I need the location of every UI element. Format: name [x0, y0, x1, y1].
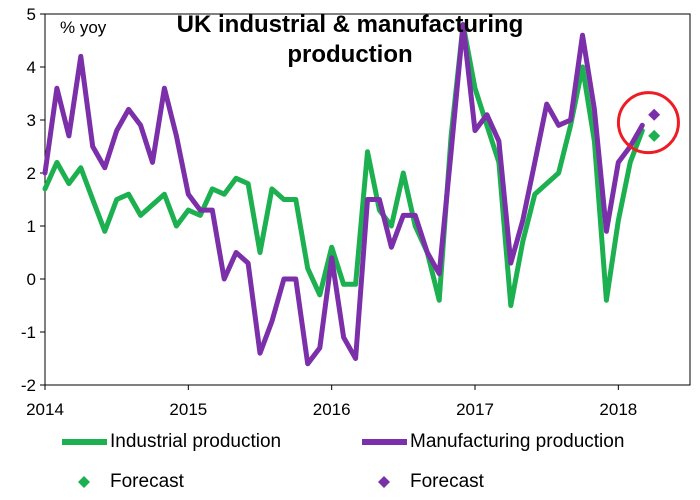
legend-label-forecast-manufacturing: Forecast: [410, 471, 484, 492]
y-tick-label: 4: [27, 58, 36, 77]
y-tick-label: 1: [27, 217, 36, 236]
x-tick-label: 2015: [169, 400, 207, 419]
axes: -2 -1 0 1 2 3 4 5 2014 2015 2016 2017 2018: [21, 5, 691, 419]
y-tick-label: 3: [27, 111, 36, 130]
y-tick-label: -1: [21, 323, 36, 342]
legend-marker-forecast-industrial: [78, 476, 90, 488]
chart-title: UK industrial & manufacturing production: [176, 11, 524, 68]
legend-label-industrial: Industrial production: [110, 431, 282, 452]
x-tick-label: 2017: [456, 400, 494, 419]
y-tick-label: 0: [27, 270, 36, 289]
y-tick-label: 2: [27, 164, 36, 183]
chart-marks: [42, 22, 680, 488]
y-tick-label: 5: [27, 5, 36, 24]
legend-label-manufacturing: Manufacturing production: [410, 431, 625, 452]
forecast-point-manufacturing: [648, 108, 661, 121]
highlight-circle: [616, 91, 680, 155]
legend-label-forecast-industrial: Forecast: [110, 471, 184, 492]
unit-label: % yoy: [60, 18, 107, 37]
plot-border: [44, 13, 691, 386]
x-tick-label: 2018: [599, 400, 637, 419]
series-line-industrial: [42, 22, 645, 308]
y-tick-label: -2: [21, 376, 36, 395]
x-tick-label: 2014: [26, 400, 64, 419]
forecast-point-industrial: [648, 129, 661, 142]
series-line-manufacturing: [42, 22, 645, 367]
x-tick-label: 2016: [313, 400, 351, 419]
legend-marker-forecast-manufacturing: [378, 476, 390, 488]
